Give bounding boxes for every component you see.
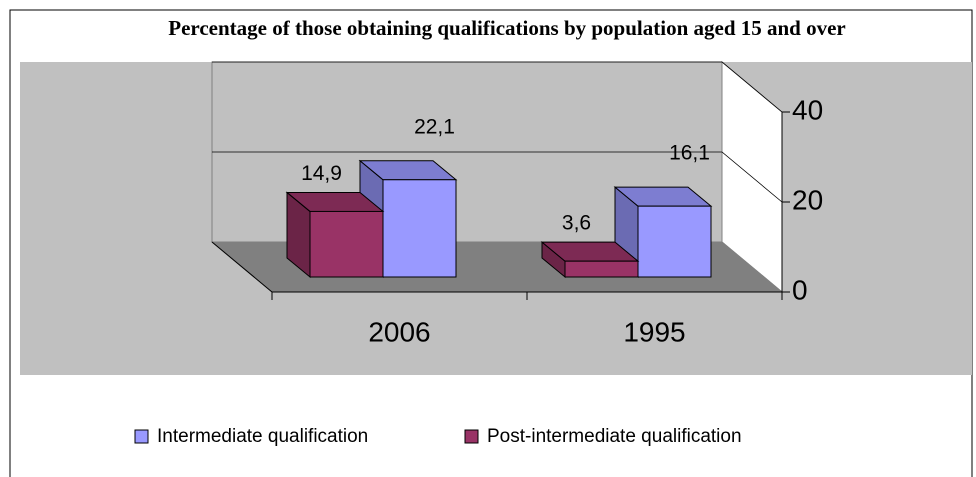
bar — [540, 241, 640, 279]
value-label: 14,9 — [301, 162, 342, 185]
x-tick-label: 1995 — [623, 316, 685, 347]
legend-swatch — [134, 429, 149, 444]
bar-front — [382, 179, 457, 278]
grid-line — [212, 61, 783, 113]
y-tick-label: 20 — [792, 184, 823, 215]
bar-front — [637, 205, 712, 278]
value-label: 3,6 — [562, 212, 591, 235]
legend-swatch — [464, 429, 479, 444]
bar-front — [564, 260, 639, 278]
legend-label: Post-intermediate qualification — [487, 426, 742, 447]
legend-label: Intermediate qualification — [157, 426, 368, 447]
grid-line — [212, 151, 783, 203]
value-label: 22,1 — [414, 115, 455, 138]
chart-title: Percentage of those obtaining qualificat… — [168, 16, 846, 40]
x-axis-depth — [211, 241, 273, 293]
bar-front — [309, 210, 384, 278]
y-tick-label: 40 — [792, 94, 823, 125]
bar — [613, 186, 713, 279]
x-tick-label: 2006 — [368, 316, 430, 347]
bar — [285, 191, 385, 279]
y-tick-label: 0 — [792, 274, 808, 305]
value-label: 16,1 — [669, 142, 710, 165]
